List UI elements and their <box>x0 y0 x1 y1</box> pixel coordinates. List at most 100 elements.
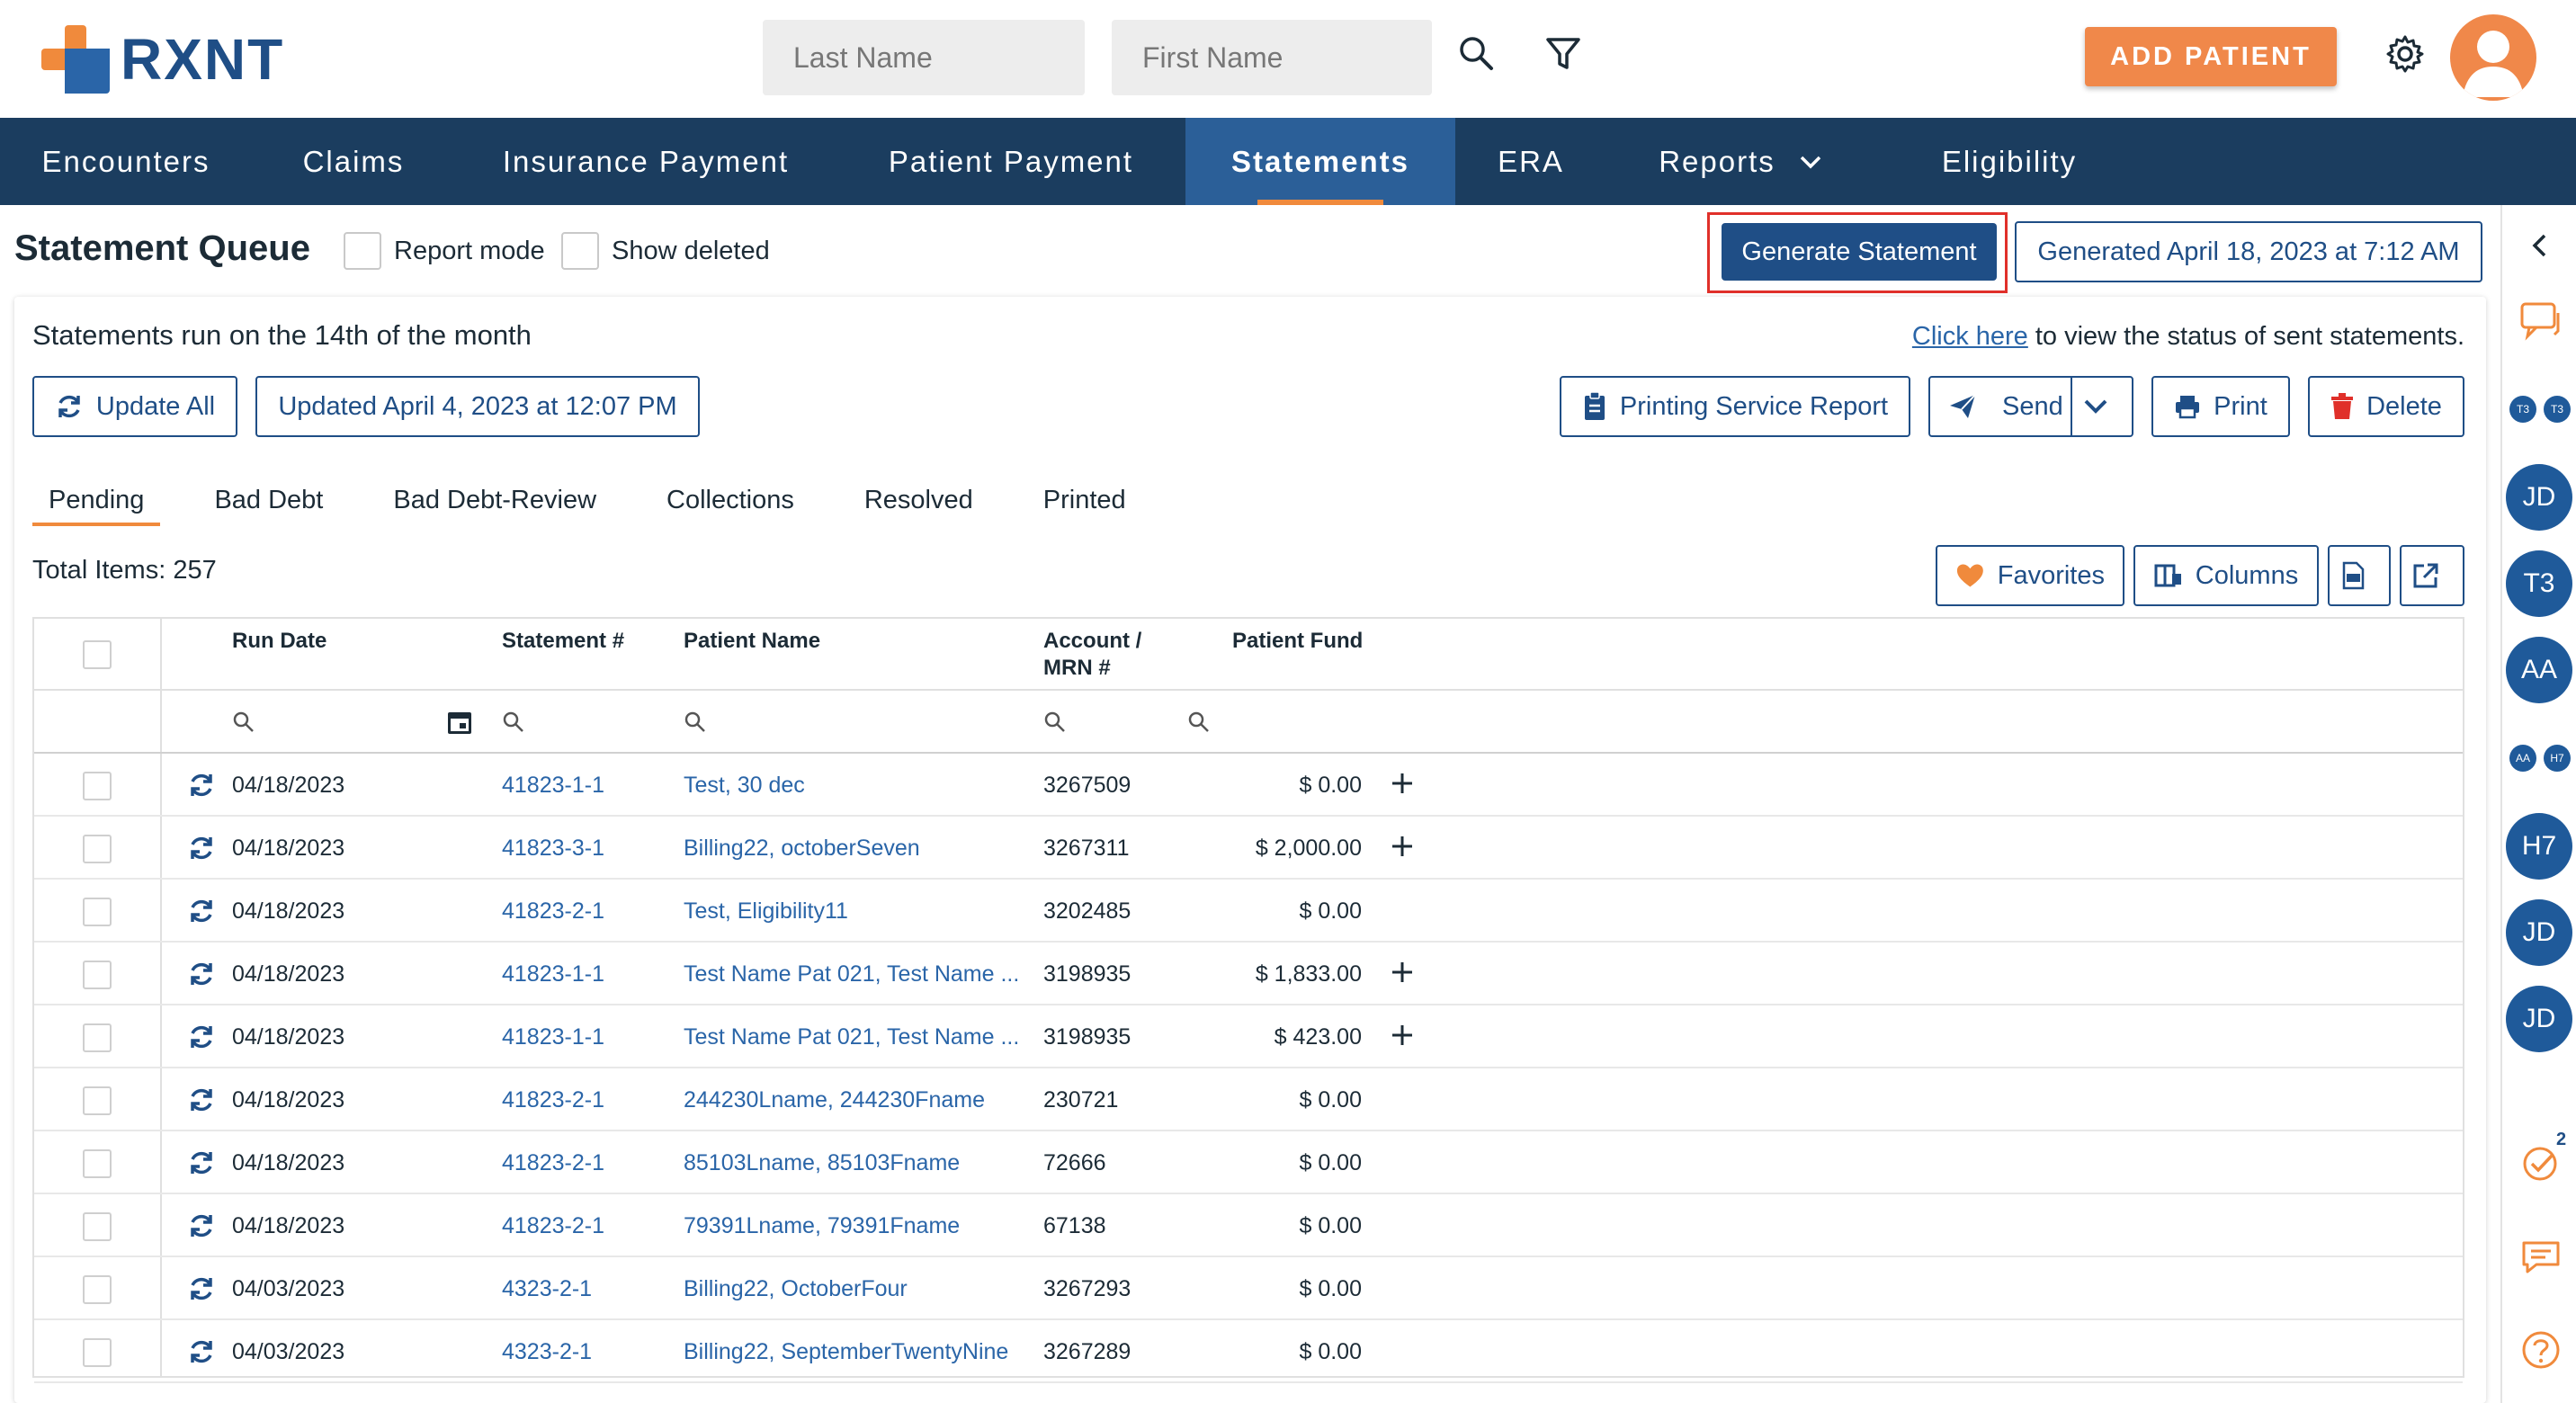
row-checkbox[interactable] <box>83 835 112 863</box>
filter-search-icon[interactable] <box>1187 710 1211 734</box>
last-name-input[interactable] <box>763 20 1085 95</box>
report-mode-toggle[interactable]: Report mode <box>344 232 545 270</box>
printing-service-report-button[interactable]: Printing Service Report <box>1560 376 1910 437</box>
nav-statements[interactable]: Statements <box>1185 118 1455 205</box>
header-run-date[interactable]: Run Date <box>232 629 327 653</box>
small-avatar[interactable]: AA <box>2509 745 2536 772</box>
row-checkbox[interactable] <box>83 898 112 926</box>
row-refresh-icon[interactable] <box>187 834 216 867</box>
gear-icon[interactable] <box>2385 34 2425 74</box>
print-button[interactable]: Print <box>2151 376 2290 437</box>
send-button-group[interactable]: Send <box>1928 376 2133 437</box>
cell-statement-link[interactable]: 4323-2-1 <box>502 1338 593 1364</box>
filter-search-icon[interactable] <box>1043 710 1067 734</box>
row-checkbox[interactable] <box>83 1086 112 1115</box>
row-checkbox[interactable] <box>83 1275 112 1304</box>
send-dropdown-toggle[interactable] <box>2072 378 2132 435</box>
small-avatar[interactable]: T3 <box>2509 396 2536 423</box>
export-pdf-button[interactable] <box>2328 545 2391 606</box>
cell-statement-link[interactable]: 41823-3-1 <box>502 835 604 861</box>
expand-plus-icon[interactable] <box>1391 961 1414 988</box>
help-icon[interactable] <box>2520 1329 2562 1371</box>
table-row[interactable]: 04/18/2023 41823-2-1 244230Lname, 244230Fn… <box>34 1068 2463 1131</box>
row-refresh-icon[interactable] <box>187 1211 216 1245</box>
expand-plus-icon[interactable] <box>1391 772 1414 800</box>
tab-resolved[interactable]: Resolved <box>863 486 973 514</box>
nav-claims[interactable]: Claims <box>252 118 455 205</box>
row-checkbox[interactable] <box>83 1023 112 1052</box>
add-patient-button[interactable]: ADD PATIENT <box>2085 27 2337 86</box>
cell-statement-link[interactable]: 41823-2-1 <box>502 1212 604 1238</box>
tab-printed[interactable]: Printed <box>1042 486 1126 514</box>
row-checkbox[interactable] <box>83 1149 112 1178</box>
row-refresh-icon[interactable] <box>187 1274 216 1308</box>
row-refresh-icon[interactable] <box>187 1086 216 1119</box>
header-account[interactable]: Account / MRN # <box>1043 628 1141 682</box>
report-mode-checkbox[interactable] <box>344 232 381 270</box>
header-patient-name[interactable]: Patient Name <box>684 629 821 653</box>
updated-timestamp-button[interactable]: Updated April 4, 2023 at 12:07 PM <box>255 376 700 437</box>
cell-patient-link[interactable]: Billing22, OctoberFour <box>684 1275 908 1301</box>
update-all-button[interactable]: Update All <box>32 376 237 437</box>
first-name-input[interactable] <box>1112 20 1432 95</box>
expand-plus-icon[interactable] <box>1391 1023 1414 1051</box>
table-row[interactable]: 04/18/2023 41823-1-1 Test, 30 dec 3267509 $ … <box>34 754 2463 817</box>
chat-bubbles-icon[interactable] <box>2518 300 2563 342</box>
cell-patient-link[interactable]: Test Name Pat 021, Test Name ... <box>684 961 1020 987</box>
rail-avatar[interactable]: AA <box>2506 637 2572 703</box>
filter-search-icon[interactable] <box>684 710 707 734</box>
cell-statement-link[interactable]: 4323-2-1 <box>502 1275 593 1301</box>
rail-avatar[interactable]: H7 <box>2506 813 2572 880</box>
chevron-left-icon[interactable] <box>2529 232 2551 259</box>
message-icon[interactable] <box>2520 1239 2562 1277</box>
calendar-icon[interactable] <box>446 709 473 736</box>
filter-icon[interactable] <box>1543 34 1583 74</box>
export-button[interactable] <box>2400 545 2464 606</box>
table-row[interactable]: 04/18/2023 41823-3-1 Billing22, octoberSev… <box>34 817 2463 880</box>
nav-reports[interactable]: Reports <box>1606 118 1874 205</box>
nav-era[interactable]: ERA <box>1455 118 1606 205</box>
cell-patient-link[interactable]: Billing22, SeptemberTwentyNine <box>684 1338 1009 1364</box>
tab-bad-debt-review[interactable]: Bad Debt-Review <box>393 486 597 514</box>
select-all-checkbox[interactable] <box>83 640 112 669</box>
cell-patient-link[interactable]: 85103Lname, 85103Fname <box>684 1149 961 1175</box>
cell-statement-link[interactable]: 41823-2-1 <box>502 1086 604 1113</box>
rail-avatar[interactable]: JD <box>2506 899 2572 966</box>
tasks-check-icon[interactable] <box>2520 1140 2563 1184</box>
rail-avatar[interactable]: JD <box>2506 464 2572 531</box>
row-checkbox[interactable] <box>83 772 112 800</box>
cell-statement-link[interactable]: 41823-1-1 <box>502 961 604 987</box>
cell-patient-link[interactable]: Test, Eligibility11 <box>684 898 848 924</box>
cell-statement-link[interactable]: 41823-1-1 <box>502 1023 604 1050</box>
cell-statement-link[interactable]: 41823-2-1 <box>502 898 604 924</box>
table-row[interactable]: 04/03/2023 4323-2-1 Billing22, SeptemberTw… <box>34 1320 2463 1383</box>
row-checkbox[interactable] <box>83 1212 112 1241</box>
filter-search-icon[interactable] <box>502 710 525 734</box>
header-statement[interactable]: Statement # <box>502 629 625 653</box>
generate-statement-button[interactable]: Generate Statement <box>1722 223 1997 281</box>
show-deleted-toggle[interactable]: Show deleted <box>561 232 770 270</box>
nav-insurance-payment[interactable]: Insurance Payment <box>455 118 836 205</box>
columns-button[interactable]: Columns <box>2133 545 2319 606</box>
small-avatar[interactable]: H7 <box>2544 745 2571 772</box>
generated-timestamp-button[interactable]: Generated April 18, 2023 at 7:12 AM <box>2015 221 2482 282</box>
row-refresh-icon[interactable] <box>187 960 216 993</box>
header-patient-fund[interactable]: Patient Fund <box>1232 629 1364 653</box>
row-refresh-icon[interactable] <box>187 1023 216 1056</box>
row-refresh-icon[interactable] <box>187 897 216 930</box>
table-row[interactable]: 04/18/2023 41823-2-1 79391Lname, 79391Fnam… <box>34 1194 2463 1257</box>
status-link[interactable]: Click here <box>1911 322 2028 351</box>
cell-statement-link[interactable]: 41823-2-1 <box>502 1149 604 1175</box>
table-row[interactable]: 04/03/2023 4323-2-1 Billing22, OctoberFour… <box>34 1257 2463 1320</box>
cell-patient-link[interactable]: Billing22, octoberSeven <box>684 835 920 861</box>
row-refresh-icon[interactable] <box>187 1337 216 1371</box>
table-row[interactable]: 04/18/2023 41823-1-1 Test Name Pat 021, Te… <box>34 1005 2463 1068</box>
cell-patient-link[interactable]: Test, 30 dec <box>684 772 805 798</box>
nav-eligibility[interactable]: Eligibility <box>1874 118 2144 205</box>
search-icon[interactable] <box>1457 34 1497 74</box>
row-refresh-icon[interactable] <box>187 1148 216 1182</box>
send-button[interactable]: Send <box>1930 378 2071 435</box>
row-refresh-icon[interactable] <box>187 771 216 804</box>
cell-statement-link[interactable]: 41823-1-1 <box>502 772 604 798</box>
show-deleted-checkbox[interactable] <box>561 232 599 270</box>
